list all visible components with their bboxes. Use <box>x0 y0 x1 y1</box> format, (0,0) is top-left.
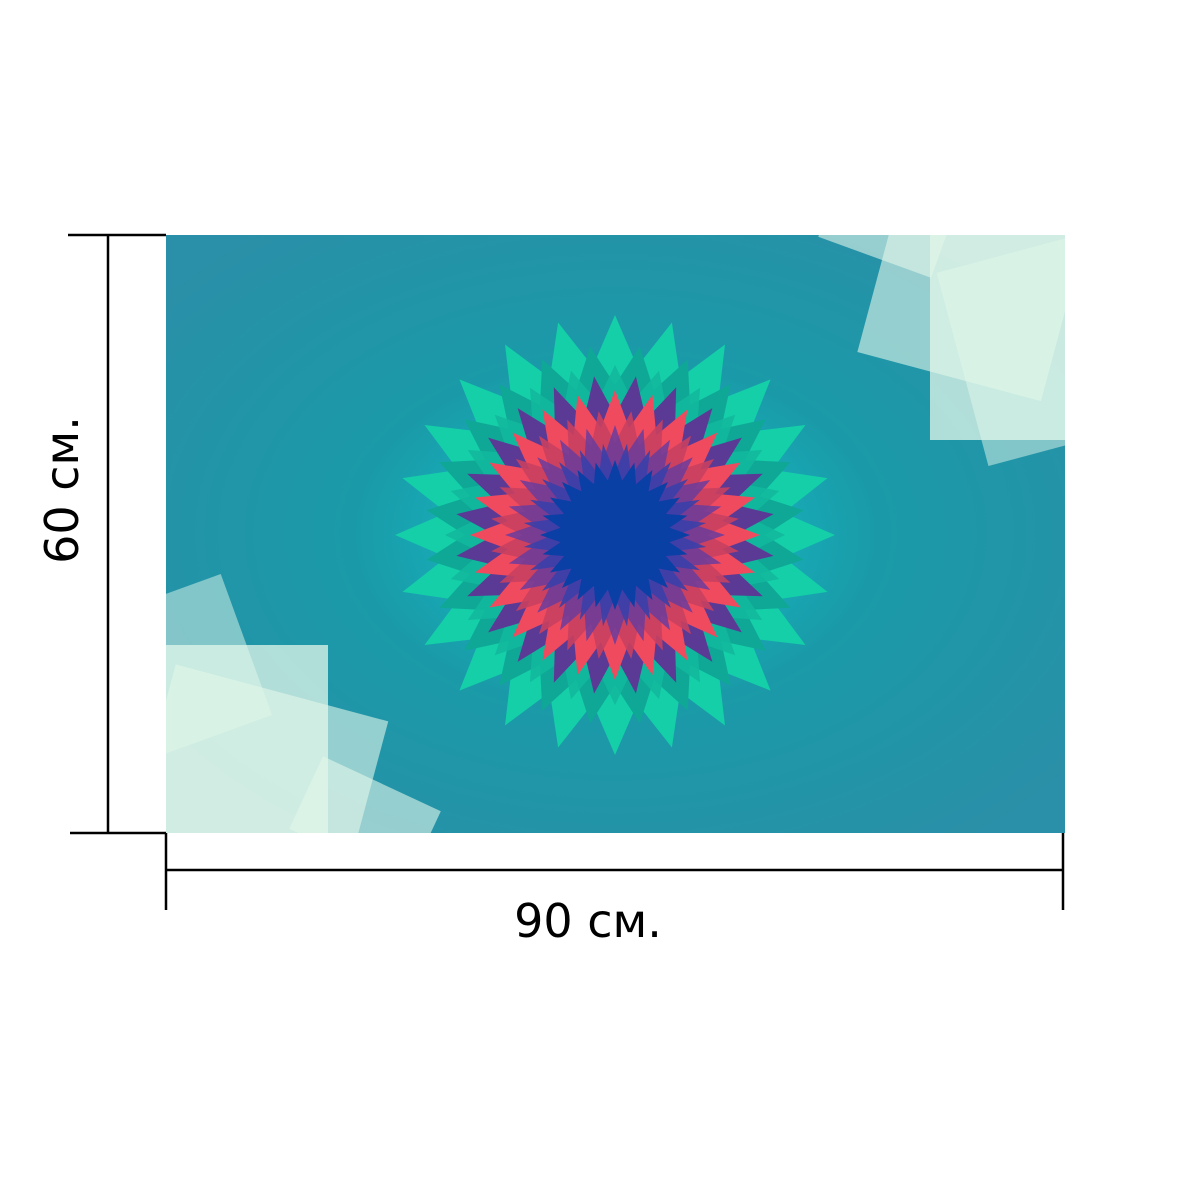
star-center <box>560 480 670 590</box>
dimension-lines <box>68 233 1065 910</box>
mandala <box>395 315 835 755</box>
width-label: 90 см. <box>514 894 662 948</box>
corner-shapes <box>166 235 1065 833</box>
artwork <box>166 235 1065 833</box>
height-label: 60 см. <box>35 416 89 564</box>
